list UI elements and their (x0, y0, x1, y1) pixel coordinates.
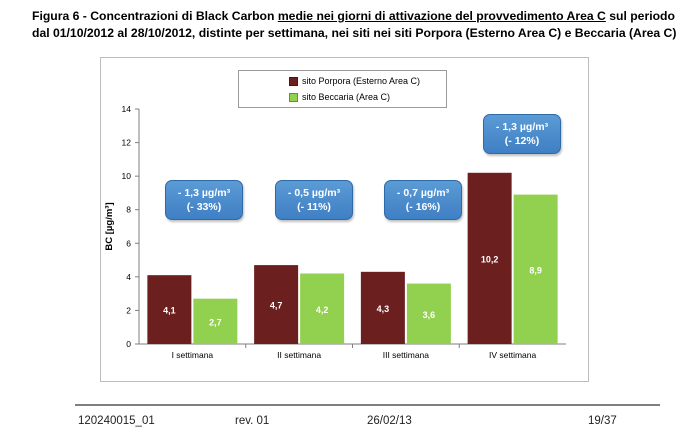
callout-week-1: - 1,3 µg/m³ (- 33%) (165, 180, 243, 220)
callout-week-3-pct: (- 16%) (405, 201, 441, 213)
legend-item-porpora: sito Porpora (Esterno Area C) (289, 74, 420, 88)
x-category-label: I settimana (172, 350, 214, 360)
footer-rule (75, 404, 660, 406)
legend-item-beccaria: sito Beccaria (Area C) (289, 90, 390, 104)
callout-week-1-pct: (- 33%) (186, 201, 222, 213)
bar-beccaria (513, 194, 558, 344)
bar-value-label: 8,9 (529, 265, 542, 275)
legend-swatch-porpora (289, 76, 298, 86)
bar-porpora (254, 265, 299, 344)
callout-week-3-diff: - 0,7 µg/m³ (396, 187, 450, 199)
bar-value-label: 4,7 (270, 301, 283, 311)
callout-week-4-pct: (- 12%) (504, 135, 540, 147)
x-category-label: II settimana (277, 350, 321, 360)
caption-text-end: sul periodo dal 01/10/2012 al 28/10/2012… (32, 9, 677, 40)
y-tick-label: 14 (122, 104, 132, 114)
footer-page-number: 19/37 (588, 415, 617, 427)
callout-week-2: - 0,5 µg/m³ (- 11%) (275, 180, 353, 220)
legend-label-beccaria: sito Beccaria (Area C) (302, 92, 391, 102)
y-tick-label: 12 (122, 138, 132, 148)
bar-porpora (360, 271, 405, 344)
x-category-label: IV settimana (489, 350, 537, 360)
bar-value-label: 4,3 (377, 304, 390, 314)
bar-beccaria (193, 298, 238, 344)
y-tick-label: 4 (126, 272, 131, 282)
bar-beccaria (300, 273, 345, 344)
y-tick-label: 6 (126, 238, 131, 248)
legend-swatch-beccaria (289, 92, 298, 102)
callout-week-2-diff: - 0,5 µg/m³ (287, 187, 341, 199)
caption-text-start: Figura 6 - Concentrazioni di Black Carbo… (32, 9, 278, 23)
chart-legend: sito Porpora (Esterno Area C) sito Becca… (238, 70, 447, 108)
y-axis-label: BC [µg/m³] (104, 202, 115, 250)
callout-week-4: - 1,3 µg/m³ (- 12%) (483, 114, 561, 154)
y-tick-label: 10 (122, 171, 132, 181)
caption-text-underlined: medie nei giorni di attivazione del prov… (277, 9, 606, 23)
bar-porpora (467, 172, 512, 344)
x-category-label: III settimana (383, 350, 430, 360)
footer-revision: rev. 01 (235, 415, 270, 427)
bar-beccaria (406, 283, 451, 344)
callout-week-2-pct: (- 11%) (297, 201, 331, 213)
bar-value-label: 2,7 (209, 317, 222, 327)
footer-date: 26/02/13 (367, 415, 412, 427)
callout-week-4-diff: - 1,3 µg/m³ (495, 121, 549, 133)
bar-value-label: 4,2 (316, 305, 329, 315)
callout-week-3: - 0,7 µg/m³ (- 16%) (384, 180, 462, 220)
bar-value-label: 4,1 (163, 306, 176, 316)
bar-porpora (147, 275, 192, 344)
callout-week-1-diff: - 1,3 µg/m³ (177, 187, 231, 199)
y-tick-label: 8 (126, 205, 131, 215)
y-tick-label: 2 (126, 305, 131, 315)
footer-doc-id: 120240015_01 (78, 415, 155, 427)
y-tick-label: 0 (126, 339, 131, 349)
legend-label-porpora: sito Porpora (Esterno Area C) (302, 76, 421, 86)
bar-value-label: 10,2 (481, 254, 499, 264)
figure-caption: Figura 6 - Concentrazioni di Black Carbo… (32, 8, 687, 42)
bar-value-label: 3,6 (423, 310, 436, 320)
